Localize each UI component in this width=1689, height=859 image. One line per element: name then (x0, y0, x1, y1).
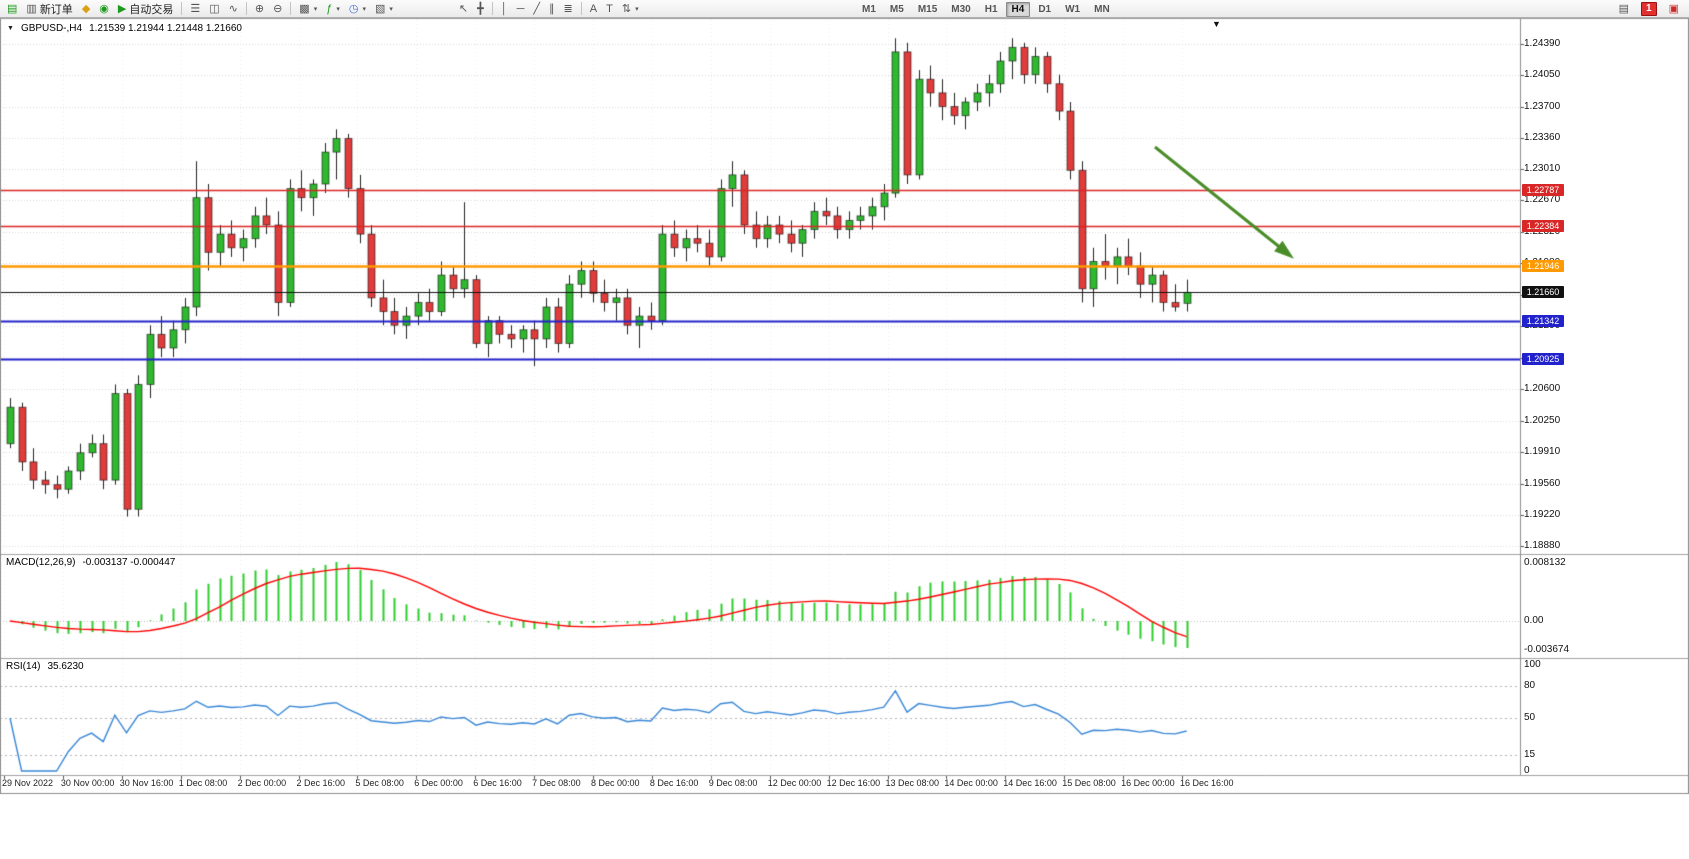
timeframe-H4[interactable]: H4 (1005, 1, 1031, 17)
caret-icon: ▾ (313, 5, 318, 13)
new-order-icon: ▥ (26, 2, 37, 15)
auto-trading-label: 自动交易 (129, 3, 174, 16)
cursor-tool-button[interactable]: ↖ (455, 1, 472, 17)
rsi-panel-label: RSI(14) 35.6230 (6, 661, 84, 672)
macd-panel-label: MACD(12,26,9) -0.003137 -0.000447 (6, 557, 175, 568)
tile-windows-icon: ▩ (299, 2, 310, 15)
macd-values: -0.003137 -0.000447 (82, 557, 176, 568)
new-order-label: 新订单 (39, 3, 73, 16)
mql5-button[interactable]: ◆ (78, 1, 94, 17)
trendline-tool-button[interactable]: ╱ (529, 1, 544, 17)
toolbar-separator (580, 2, 582, 15)
caret-icon: ▾ (635, 5, 639, 13)
timeframe-H1[interactable]: H1 (979, 2, 1004, 17)
timeframe-M15[interactable]: M15 (912, 2, 943, 17)
caret-icon: ▾ (389, 5, 393, 13)
toolbar-separator (491, 2, 493, 15)
line-chart-button[interactable]: ∿ (225, 1, 242, 17)
label-icon: T (606, 2, 613, 15)
vertical-line-tool-button[interactable]: │ (497, 1, 512, 17)
mail-button[interactable]: ▤ (1615, 1, 1633, 17)
auto-trading-button[interactable]: ▶ 自动交易 (114, 1, 177, 17)
arrows-icon: ⇅ (621, 2, 632, 15)
timeframe-M30[interactable]: M30 (945, 2, 976, 17)
chart-ohlc-values: 1.21539 1.21944 1.21448 1.21660 (89, 23, 242, 34)
candlestick-chart-button[interactable]: ◫ (205, 1, 223, 17)
bar-chart-icon: ☰ (190, 2, 201, 15)
indicators-button[interactable]: ƒ ▾ (322, 1, 344, 17)
trendline-icon: ╱ (533, 2, 541, 15)
new-chart-icon: ▤ (7, 2, 18, 15)
horizontal-line-tool-button[interactable]: ─ (513, 1, 529, 17)
label-tool-button[interactable]: T (602, 1, 617, 17)
text-tool-button[interactable]: A (586, 1, 601, 17)
timeframe-group: M1 M5 M15 M30 H1 H4 D1 W1 MN (856, 1, 1118, 17)
toolbar-separator (181, 2, 183, 15)
community-button[interactable]: ▣ (1665, 1, 1683, 17)
toolbar-separator (245, 2, 247, 15)
crosshair-tool-button[interactable]: ╋ (473, 1, 488, 17)
mql5-icon: ◆ (81, 2, 91, 15)
chat-button[interactable]: ◉ (95, 1, 113, 17)
zoom-out-button[interactable]: ⊖ (269, 1, 286, 17)
channel-tool-button[interactable]: ∥ (545, 1, 559, 17)
templates-icon: ▧ (374, 2, 386, 15)
caret-icon: ▾ (362, 5, 366, 13)
tile-windows-button[interactable]: ▩ ▾ (295, 1, 321, 17)
arrows-tool-button[interactable]: ⇅ ▾ (618, 1, 643, 17)
chat-icon: ◉ (99, 2, 109, 15)
zoom-in-icon: ⊕ (254, 2, 265, 15)
channel-icon: ∥ (549, 2, 555, 15)
new-order-button[interactable]: ▥ 新订单 (22, 1, 76, 17)
timeframe-D1[interactable]: D1 (1032, 2, 1057, 17)
zoom-in-button[interactable]: ⊕ (251, 1, 268, 17)
symbol-dropdown-icon[interactable]: ▼ (7, 25, 14, 32)
candlestick-chart-icon: ◫ (209, 2, 220, 15)
horizontal-line-icon: ─ (516, 2, 525, 15)
new-chart-button[interactable]: ▤ (3, 1, 21, 17)
notification-badge[interactable]: 1 (1641, 2, 1657, 16)
chart-shift-marker[interactable]: ▼ (1212, 19, 1221, 29)
timeframe-W1[interactable]: W1 (1059, 2, 1086, 17)
toolbar-right-group: ▤ 1 ▣ (1615, 1, 1683, 17)
caret-icon: ▾ (336, 5, 340, 13)
periods-button[interactable]: ◷ ▾ (345, 1, 370, 17)
vertical-line-icon: │ (500, 2, 508, 15)
auto-trading-icon: ▶ (117, 2, 127, 15)
chart-symbol-label: GBPUSD-,H4 (20, 23, 83, 34)
line-chart-icon: ∿ (228, 2, 238, 15)
rsi-label: RSI(14) (6, 661, 41, 672)
fibonacci-icon: ≣ (563, 2, 573, 15)
community-icon: ▣ (1668, 3, 1679, 15)
main-toolbar: ▤ ▥ 新订单 ◆ ◉ ▶ 自动交易 ☰ ◫ ∿ ⊕ ⊖ ▩ ▾ ƒ ▾ ◷ ▾ ▧ ▾… (0, 0, 1689, 18)
timeframe-M5[interactable]: M5 (884, 2, 910, 17)
zoom-out-icon: ⊖ (273, 2, 283, 15)
chart-symbol-header: ▼ GBPUSD-,H4 1.21539 1.21944 1.21448 1.2… (7, 23, 242, 34)
mail-icon: ▤ (1618, 3, 1630, 15)
crosshair-icon: ╋ (477, 2, 484, 15)
templates-button[interactable]: ▧ ▾ (371, 1, 397, 17)
timeframe-M1[interactable]: M1 (856, 2, 882, 17)
fibonacci-tool-button[interactable]: ≣ (560, 1, 577, 17)
clock-icon: ◷ (348, 2, 359, 15)
rsi-value: 35.6230 (47, 661, 84, 672)
bar-chart-button[interactable]: ☰ (186, 1, 204, 17)
timeframe-MN[interactable]: MN (1088, 2, 1116, 17)
cursor-icon: ↖ (458, 2, 469, 15)
macd-label: MACD(12,26,9) (6, 557, 76, 568)
indicators-icon: ƒ (326, 2, 333, 15)
text-icon: A (589, 2, 598, 15)
toolbar-separator (290, 2, 292, 15)
